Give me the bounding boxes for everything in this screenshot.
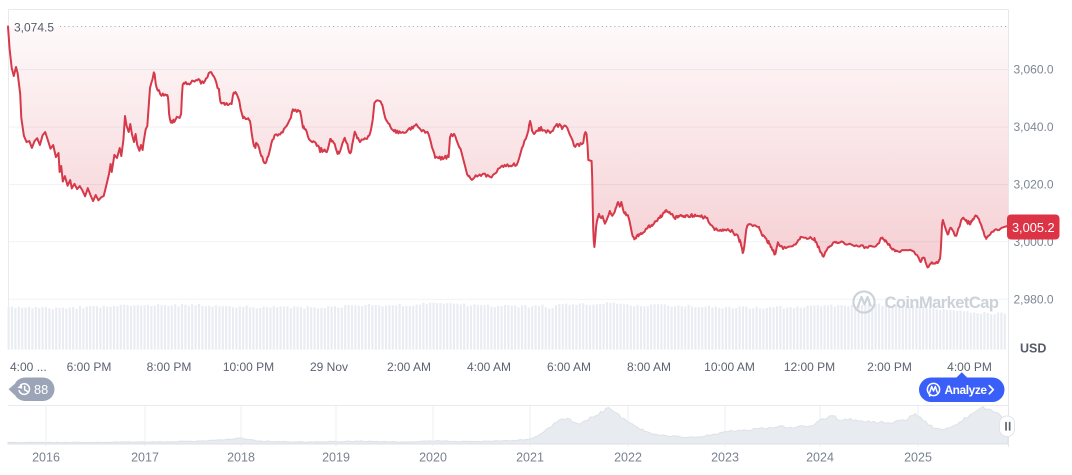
svg-text:10:00 PM: 10:00 PM xyxy=(223,360,274,374)
svg-text:6:00 PM: 6:00 PM xyxy=(67,360,112,374)
svg-text:2016: 2016 xyxy=(32,451,60,465)
svg-text:2022: 2022 xyxy=(614,451,642,465)
svg-text:8:00 AM: 8:00 AM xyxy=(627,360,671,374)
svg-text:10:00 AM: 10:00 AM xyxy=(704,360,755,374)
svg-text:6:00 AM: 6:00 AM xyxy=(547,360,591,374)
svg-text:88: 88 xyxy=(34,382,48,397)
svg-text:4:00 AM: 4:00 AM xyxy=(467,360,511,374)
svg-text:2:00 AM: 2:00 AM xyxy=(387,360,431,374)
svg-text:2018: 2018 xyxy=(227,451,255,465)
svg-text:Analyze: Analyze xyxy=(945,383,988,397)
svg-text:2019: 2019 xyxy=(322,451,350,465)
svg-text:2021: 2021 xyxy=(516,451,544,465)
svg-text:4:00 ...: 4:00 ... xyxy=(10,360,47,374)
svg-text:8:00 PM: 8:00 PM xyxy=(147,360,192,374)
svg-text:3,074.5: 3,074.5 xyxy=(14,21,54,35)
svg-text:4:00 PM: 4:00 PM xyxy=(947,360,992,374)
svg-text:2020: 2020 xyxy=(419,451,447,465)
svg-text:12:00 PM: 12:00 PM xyxy=(784,360,835,374)
svg-text:3,020.0: 3,020.0 xyxy=(1014,178,1054,192)
svg-text:2023: 2023 xyxy=(711,451,739,465)
svg-text:2:00 PM: 2:00 PM xyxy=(867,360,912,374)
svg-text:3,060.0: 3,060.0 xyxy=(1014,63,1054,77)
svg-text:3,040.0: 3,040.0 xyxy=(1014,120,1054,134)
svg-text:USD: USD xyxy=(1020,342,1046,356)
svg-text:29 Nov: 29 Nov xyxy=(310,360,348,374)
svg-text:2017: 2017 xyxy=(131,451,159,465)
svg-text:2025: 2025 xyxy=(904,451,932,465)
svg-text:2024: 2024 xyxy=(806,451,834,465)
svg-text:2,980.0: 2,980.0 xyxy=(1014,292,1054,306)
svg-text:CoinMarketCap: CoinMarketCap xyxy=(885,294,999,312)
svg-text:3,005.2: 3,005.2 xyxy=(1012,220,1055,235)
